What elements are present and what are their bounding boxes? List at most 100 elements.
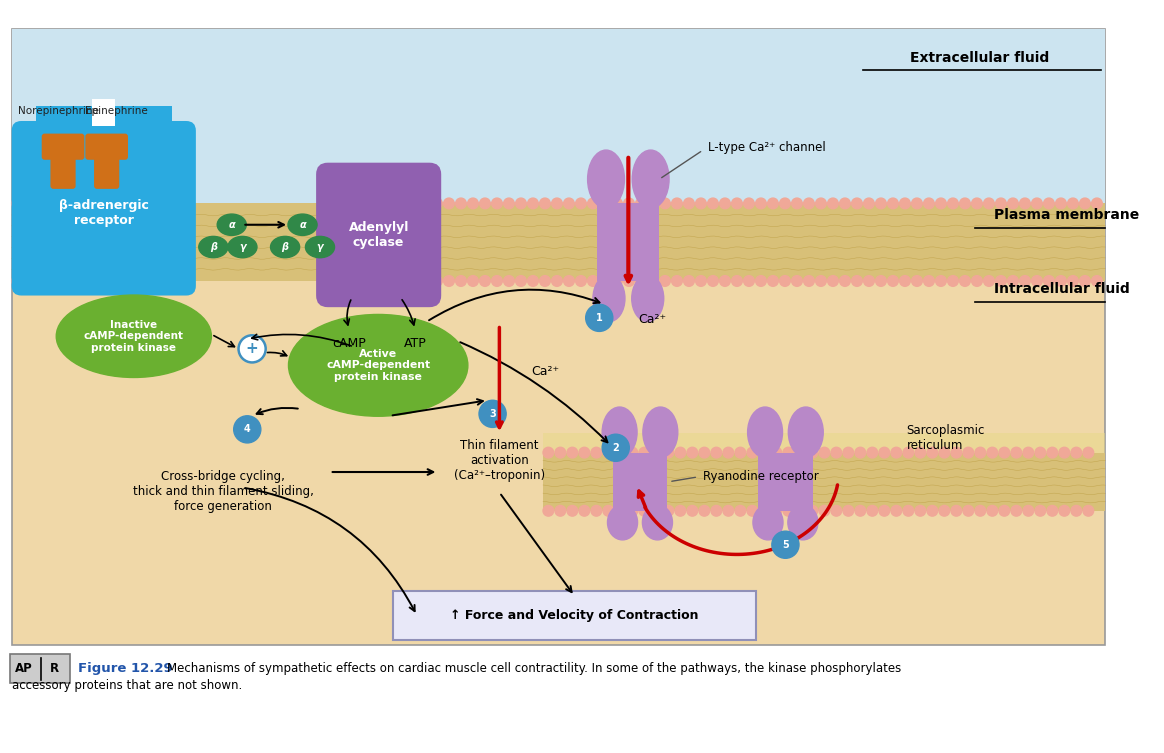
Circle shape [603, 447, 613, 458]
Circle shape [839, 198, 850, 209]
Circle shape [636, 276, 646, 286]
Circle shape [719, 198, 730, 209]
Circle shape [856, 447, 866, 458]
Circle shape [795, 505, 805, 516]
Circle shape [947, 198, 958, 209]
Text: Sarcoplasmic
reticulum: Sarcoplasmic reticulum [907, 424, 985, 452]
Circle shape [864, 198, 874, 209]
Ellipse shape [288, 214, 317, 236]
Circle shape [615, 505, 626, 516]
Circle shape [599, 198, 610, 209]
Ellipse shape [270, 236, 299, 258]
Circle shape [480, 198, 490, 209]
Circle shape [540, 276, 551, 286]
Circle shape [888, 276, 899, 286]
Circle shape [12, 276, 22, 286]
Circle shape [239, 335, 265, 362]
Circle shape [1008, 198, 1018, 209]
Circle shape [420, 276, 431, 286]
Ellipse shape [199, 236, 228, 258]
FancyBboxPatch shape [94, 146, 119, 189]
FancyBboxPatch shape [36, 106, 171, 136]
Text: L-type Ca²⁺ channel: L-type Ca²⁺ channel [708, 141, 825, 154]
Circle shape [911, 276, 922, 286]
Circle shape [828, 198, 838, 209]
Circle shape [875, 198, 886, 209]
Text: ATP: ATP [404, 337, 426, 350]
Circle shape [1071, 447, 1081, 458]
Circle shape [1046, 447, 1058, 458]
Circle shape [1079, 198, 1091, 209]
Circle shape [234, 416, 261, 443]
Circle shape [987, 505, 998, 516]
Circle shape [843, 447, 853, 458]
Circle shape [588, 198, 598, 209]
Circle shape [504, 276, 514, 286]
FancyBboxPatch shape [50, 146, 76, 189]
Circle shape [360, 198, 370, 209]
Circle shape [803, 198, 815, 209]
Circle shape [816, 276, 826, 286]
Circle shape [348, 198, 359, 209]
Circle shape [627, 447, 638, 458]
Circle shape [900, 276, 910, 286]
Circle shape [1044, 198, 1055, 209]
Circle shape [708, 276, 718, 286]
Circle shape [819, 447, 830, 458]
Circle shape [683, 276, 694, 286]
Circle shape [432, 198, 442, 209]
Circle shape [995, 276, 1006, 286]
Circle shape [1031, 276, 1042, 286]
Circle shape [755, 276, 766, 286]
Circle shape [995, 198, 1006, 209]
Circle shape [852, 276, 863, 286]
Circle shape [672, 198, 682, 209]
Circle shape [819, 505, 830, 516]
Circle shape [1044, 276, 1055, 286]
Text: R: R [50, 663, 59, 675]
Circle shape [371, 198, 382, 209]
Circle shape [915, 447, 925, 458]
Circle shape [828, 276, 838, 286]
Circle shape [927, 447, 938, 458]
Circle shape [890, 447, 902, 458]
Circle shape [603, 505, 613, 516]
Circle shape [599, 276, 610, 286]
Circle shape [923, 198, 935, 209]
FancyBboxPatch shape [317, 163, 441, 307]
Circle shape [747, 447, 758, 458]
Circle shape [624, 198, 634, 209]
Circle shape [23, 198, 34, 209]
Circle shape [527, 198, 538, 209]
Text: Intracellular fluid: Intracellular fluid [994, 282, 1129, 296]
Ellipse shape [747, 407, 782, 458]
Text: Plasma membrane: Plasma membrane [994, 208, 1140, 222]
Circle shape [696, 198, 707, 209]
Circle shape [491, 198, 503, 209]
Text: Epinephrine: Epinephrine [85, 106, 148, 116]
Circle shape [1079, 276, 1091, 286]
FancyBboxPatch shape [9, 654, 70, 684]
Circle shape [675, 505, 686, 516]
Circle shape [1023, 447, 1034, 458]
Circle shape [480, 401, 506, 428]
Circle shape [696, 276, 707, 286]
Circle shape [700, 505, 710, 516]
Circle shape [780, 276, 790, 286]
Circle shape [624, 276, 634, 286]
Circle shape [12, 198, 22, 209]
Circle shape [744, 198, 754, 209]
Circle shape [555, 505, 566, 516]
Circle shape [579, 505, 590, 516]
Circle shape [1059, 447, 1070, 458]
Circle shape [807, 447, 817, 458]
Circle shape [1056, 276, 1066, 286]
Circle shape [1035, 505, 1045, 516]
Circle shape [734, 447, 746, 458]
Circle shape [708, 198, 718, 209]
Circle shape [1035, 447, 1045, 458]
FancyBboxPatch shape [12, 121, 196, 295]
FancyBboxPatch shape [92, 99, 115, 126]
Circle shape [647, 276, 659, 286]
Circle shape [723, 447, 733, 458]
